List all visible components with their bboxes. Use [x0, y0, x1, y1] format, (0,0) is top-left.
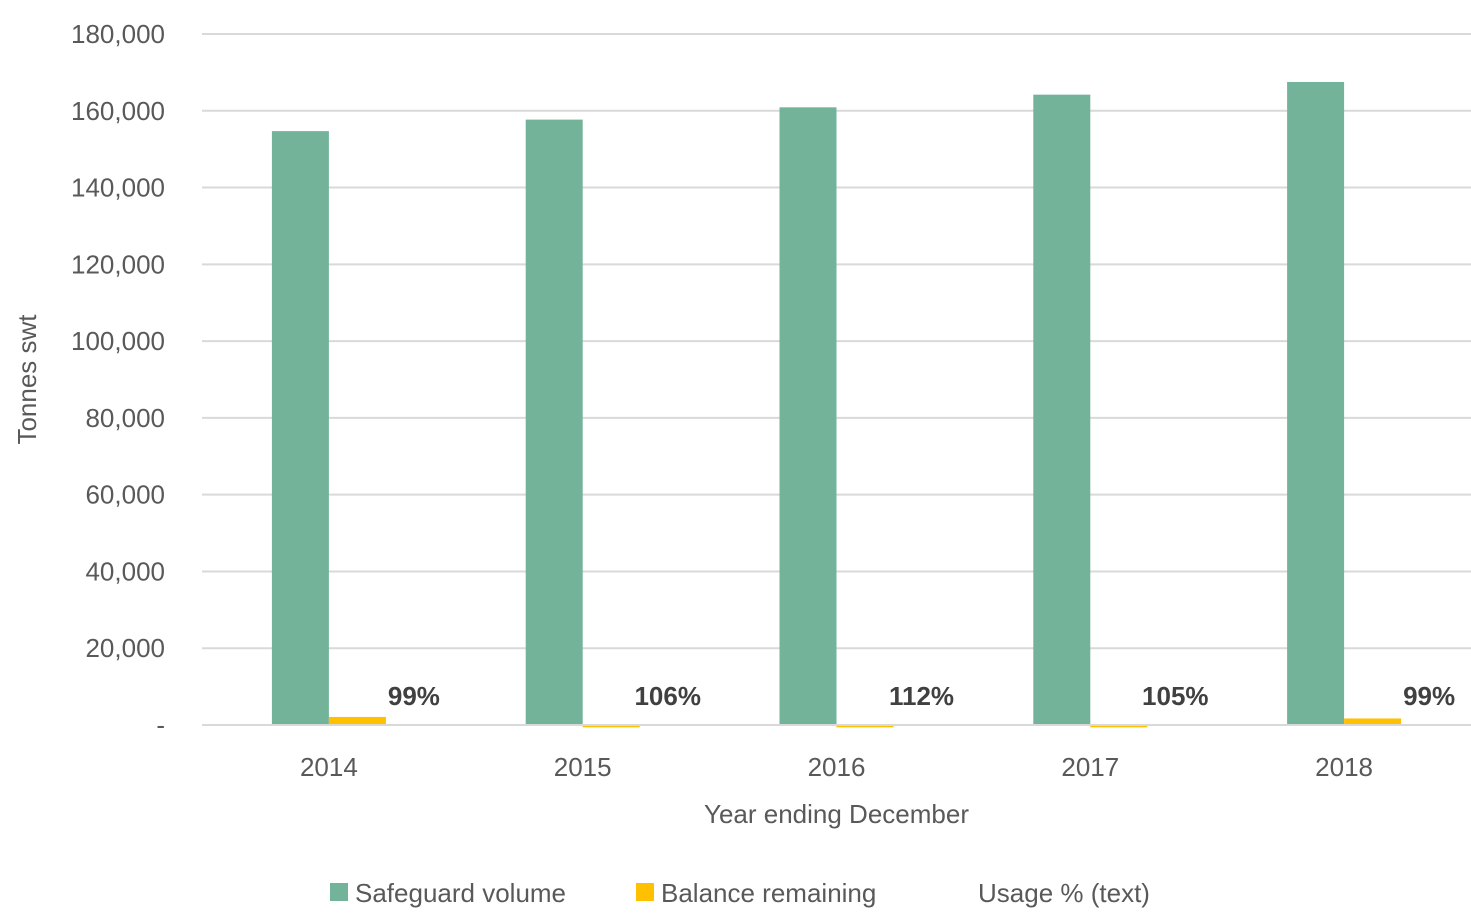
legend-swatch [636, 883, 654, 901]
bar-balance-remaining-2016 [836, 725, 894, 728]
legend-label: Balance remaining [661, 878, 876, 908]
y-tick-label: 180,000 [71, 19, 165, 49]
usage-percent-label: 112% [889, 681, 954, 711]
y-tick-label: 160,000 [71, 96, 165, 126]
legend-label: Safeguard volume [355, 878, 566, 908]
legend-label: Usage % (text) [978, 878, 1150, 908]
y-tick-label: 100,000 [71, 326, 165, 356]
x-tick-label: 2017 [1061, 752, 1119, 782]
y-tick-label: 140,000 [71, 173, 165, 203]
x-tick-label: 2016 [808, 752, 866, 782]
bar-balance-remaining-2014 [328, 716, 386, 725]
x-axis-tick-labels: 2014 2015 2016 2017 2018 [300, 752, 1373, 782]
bar-balance-remaining-2015 [582, 725, 640, 728]
usage-percent-label: 106% [634, 681, 701, 711]
bar-safeguard-volume-2016 [779, 107, 837, 726]
y-axis-title: Tonnes swt [12, 314, 42, 445]
y-axis-tick-labels: - 20,000 40,000 60,000 80,000 100,000 120,000 1… [71, 19, 165, 740]
usage-percent-label: 99% [1403, 681, 1455, 711]
y-tick-label: - [156, 710, 165, 740]
bar-safeguard-volume-2018 [1287, 81, 1345, 726]
legend: Safeguard volume Balance remaining Usage %… [330, 878, 1150, 908]
y-tick-label: 60,000 [85, 480, 165, 510]
x-tick-label: 2015 [554, 752, 612, 782]
bar-safeguard-volume-2014 [271, 131, 329, 725]
x-tick-label: 2018 [1315, 752, 1373, 782]
bar-safeguard-volume-2015 [525, 119, 583, 725]
y-tick-label: 20,000 [85, 633, 165, 663]
data-labels: 99% 106% 112% 105% 99% [388, 681, 1455, 711]
y-tick-label: 40,000 [85, 556, 165, 586]
legend-swatch [330, 883, 348, 901]
bar-balance-remaining-2017 [1090, 725, 1148, 728]
y-tick-label: 80,000 [85, 403, 165, 433]
bars [271, 81, 1402, 728]
usage-percent-label: 99% [388, 681, 440, 711]
x-axis-title: Year ending December [704, 799, 969, 829]
y-tick-label: 120,000 [71, 249, 165, 279]
bar-safeguard-volume-2017 [1033, 94, 1091, 726]
bar-balance-remaining-2018 [1344, 718, 1402, 725]
usage-percent-label: 105% [1142, 681, 1209, 711]
x-tick-label: 2014 [300, 752, 358, 782]
